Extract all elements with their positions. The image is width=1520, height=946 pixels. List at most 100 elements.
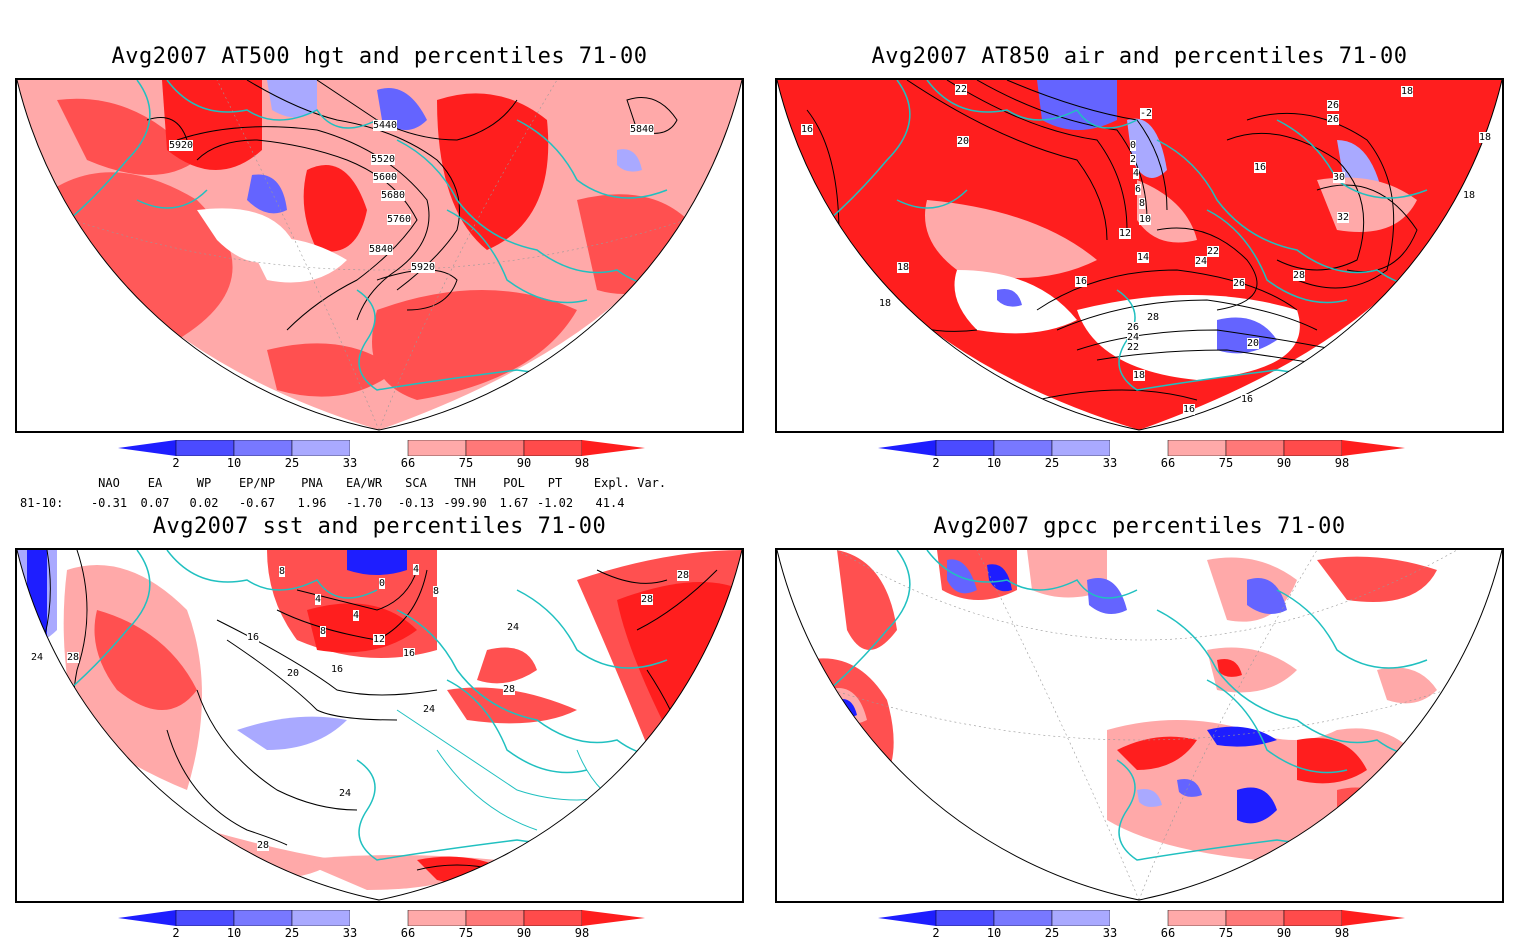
contour-label: 5920	[169, 140, 194, 151]
contour-label: 28	[67, 652, 80, 663]
teleconnection-index-table: NAO EA WP EP/NP PNA EA/WR SCA TNH POL PT…	[20, 474, 700, 514]
colorbar-swatches	[878, 910, 1405, 926]
contour-label: 16	[1075, 276, 1088, 287]
colorbar-tick: 10	[226, 926, 242, 940]
contour-label: 5760	[387, 214, 412, 225]
contour-label: 5600	[373, 172, 398, 183]
colorbar-swatch	[1342, 910, 1405, 926]
colorbar-tick: 66	[400, 926, 416, 940]
contour-label: 16	[801, 124, 814, 135]
contour-label: 4	[1133, 168, 1140, 179]
contour-label: 4	[413, 564, 420, 575]
colorbar-swatches	[118, 910, 645, 926]
colorbar-swatch	[233, 910, 293, 926]
contour-label: 24	[507, 622, 520, 633]
index-value: 0.07	[140, 496, 170, 510]
index-value: -99.90	[443, 496, 487, 510]
colorbar-tick: 33	[1102, 926, 1118, 940]
map-panel-sst: 8 4 0 4 8 4 8 12 16 16 20 16 24 28 24 28…	[15, 548, 744, 903]
contour-label: 10	[1139, 214, 1152, 225]
contour-label: 22	[1207, 246, 1220, 257]
colorbar-tick: 90	[516, 456, 532, 470]
colorbar-swatch	[291, 440, 351, 456]
index-header: NAO	[98, 476, 120, 490]
colorbar-swatch	[1283, 440, 1343, 456]
index-header: Expl. Var.	[593, 476, 667, 490]
colorbar-swatch	[118, 440, 176, 456]
panel-title-air850: Avg2007 AT850 air and percentiles 71-00	[871, 44, 1408, 69]
contour-label: 18	[1479, 132, 1492, 143]
index-header: EA/WR	[345, 476, 383, 490]
contour-label: 28	[677, 570, 690, 581]
contour-label: 28	[1293, 270, 1306, 281]
colorbar-tick: 75	[458, 926, 474, 940]
contour-label: 20	[287, 668, 300, 679]
colorbar-tick: 33	[342, 926, 358, 940]
colorbar-tick: 2	[172, 456, 180, 470]
index-value: -0.13	[397, 496, 435, 510]
contour-label: 5840	[369, 244, 394, 255]
contour-label: 16	[1241, 394, 1254, 405]
contour-label: 12	[1119, 228, 1132, 239]
colorbar-tick: 10	[226, 456, 242, 470]
contour-label: 8	[320, 626, 327, 637]
index-header: WP	[196, 476, 212, 490]
map-panel-air850: 22 -2 26 18 16 20 0 2 4 6 8 10 12 14 22 …	[775, 78, 1504, 433]
index-header: SCA	[405, 476, 427, 490]
colorbar-gpcc: 2 10 25 33 66 75 90 98	[878, 910, 1405, 946]
contour-label: 4	[315, 594, 322, 605]
colorbar-swatch	[523, 910, 583, 926]
contour-label: 28	[257, 840, 270, 851]
colorbar-swatch	[582, 910, 645, 926]
colorbar-tick: 33	[1102, 456, 1118, 470]
index-header: EA	[147, 476, 163, 490]
colorbar-tick: 90	[1276, 926, 1292, 940]
index-value: 1.67	[499, 496, 529, 510]
contour-label: 16	[1183, 404, 1196, 415]
colorbar-hgt500: 2 10 25 33 66 75 90 98	[118, 440, 645, 476]
colorbar-swatch	[233, 440, 293, 456]
colorbar-swatches	[118, 440, 645, 456]
colorbar-tick: 2	[172, 926, 180, 940]
colorbar-swatch	[1225, 910, 1285, 926]
colorbar-swatch	[175, 440, 235, 456]
colorbar-sst: 2 10 25 33 66 75 90 98	[118, 910, 645, 946]
index-value: -0.31	[90, 496, 128, 510]
colorbar-swatch	[118, 910, 176, 926]
colorbar-tick: 25	[284, 926, 300, 940]
contour-label: 12	[373, 634, 386, 645]
colorbar-tick: 2	[932, 456, 940, 470]
contour-label: 4	[353, 610, 360, 621]
colorbar-swatch	[1051, 910, 1111, 926]
colorbar-tick: 66	[1160, 456, 1176, 470]
colorbar-tick: 66	[400, 456, 416, 470]
contour-label: 20	[1247, 338, 1260, 349]
contour-label: 18	[879, 298, 892, 309]
colorbar-swatch	[878, 440, 936, 456]
contour-label: 5520	[371, 154, 396, 165]
contour-label: 18	[897, 262, 910, 273]
index-header: TNH	[454, 476, 476, 490]
contour-label: 26	[1233, 278, 1246, 289]
contour-label: 24	[1127, 332, 1140, 343]
contour-label: 26	[1327, 100, 1340, 111]
colorbar-tick: 10	[986, 926, 1002, 940]
contour-label: 8	[279, 566, 286, 577]
map-panel-hgt500: 5920 5440 5840 5520 5600 5680 5760 5840 …	[15, 78, 744, 433]
contour-label: 26	[1327, 114, 1340, 125]
contour-label: 16	[1254, 162, 1267, 173]
index-value: -1.70	[345, 496, 383, 510]
contour-label: 24	[31, 652, 44, 663]
colorbar-tick: 25	[284, 456, 300, 470]
contour-label: 5680	[381, 190, 406, 201]
colorbar-swatch	[523, 440, 583, 456]
index-header: POL	[503, 476, 525, 490]
colorbar-swatch	[1225, 440, 1285, 456]
colorbar-tick: 90	[1276, 456, 1292, 470]
contour-label: 24	[1195, 256, 1208, 267]
index-value: -0.67	[238, 496, 276, 510]
contour-label: 28	[641, 594, 654, 605]
colorbar-swatch	[350, 910, 408, 926]
contour-label: 5920	[411, 262, 436, 273]
panel-title-gpcc: Avg2007 gpcc percentiles 71-00	[933, 514, 1346, 539]
